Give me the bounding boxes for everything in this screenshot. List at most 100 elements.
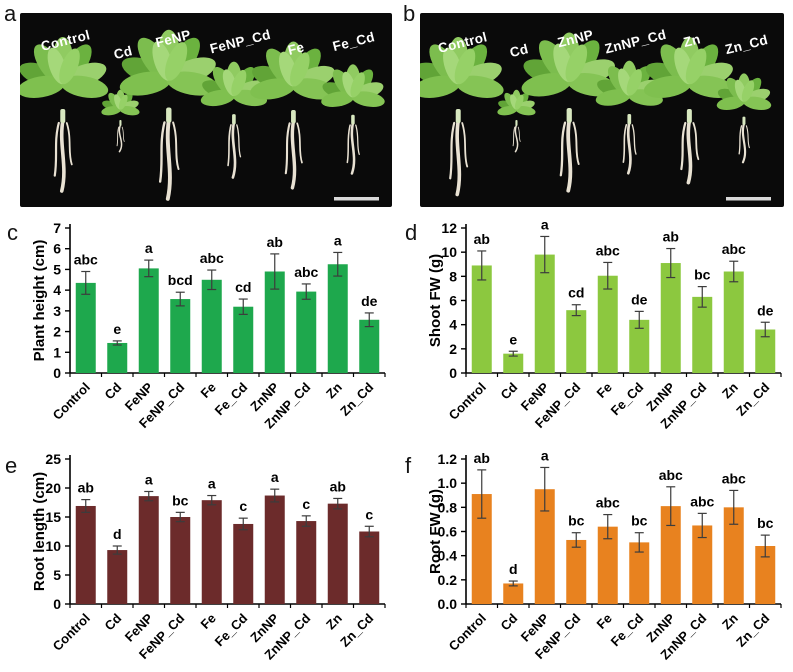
plant-leaf <box>101 106 122 116</box>
plant-leaf <box>164 42 188 81</box>
bar-group: d Cd <box>498 561 524 633</box>
sig-letter: a <box>208 476 216 492</box>
scale-bar <box>726 197 771 201</box>
bar <box>597 526 618 604</box>
x-tick-label: Control <box>446 380 489 423</box>
plant-stem <box>60 109 66 123</box>
y-tick-label: 0 <box>53 596 61 612</box>
x-tick-label: Control <box>446 611 489 654</box>
plant-stem <box>627 113 632 125</box>
plant-leaf <box>231 69 247 97</box>
sig-letter: a <box>541 447 549 463</box>
plant-leaf <box>626 69 642 96</box>
sig-letter: a <box>334 232 342 248</box>
x-tick-label: Zn_Cd <box>733 610 772 649</box>
plant-leaf <box>290 52 310 87</box>
bar <box>233 523 254 604</box>
sig-letter: bc <box>757 515 774 531</box>
sig-letter: ab <box>663 229 679 245</box>
sig-letter: abc <box>74 252 98 268</box>
bar <box>75 505 96 604</box>
sig-letter: ab <box>474 231 490 247</box>
plant-leaf <box>118 94 128 110</box>
bar <box>597 275 618 373</box>
bar <box>327 264 348 373</box>
chart-svg: Root length (cm)0510152025abControldCdaF… <box>31 451 386 662</box>
bar <box>170 299 191 373</box>
y-tick-label: 4 <box>449 317 457 333</box>
sig-letter: c <box>302 496 310 512</box>
scale-bar <box>334 197 379 201</box>
plant-root <box>514 124 519 153</box>
y-tick-label: 7 <box>53 220 61 236</box>
plant-leaf <box>515 106 536 116</box>
y-tick-label: 0.2 <box>438 572 458 588</box>
panel-b-photo-zn: b Control Cd ZnNP ZnNP_Cd Zn Zn_Cd <box>396 0 793 210</box>
plant-root <box>165 118 172 201</box>
bar <box>201 279 222 373</box>
bar <box>264 495 285 604</box>
plant-root <box>284 122 291 175</box>
sig-letter: bcd <box>168 272 193 288</box>
bar <box>503 583 524 604</box>
bar-group: abc Fe <box>594 495 620 632</box>
plant <box>119 29 218 201</box>
bar-group: abc Fe <box>594 242 620 400</box>
y-tick-label: 1.0 <box>438 475 458 491</box>
sig-letter: de <box>631 291 648 307</box>
plant-leaf <box>497 106 518 116</box>
plant-root <box>517 126 521 142</box>
bar <box>692 296 713 373</box>
sig-letter: abc <box>294 264 318 280</box>
y-tick-label: 0.0 <box>438 596 458 612</box>
bar <box>629 319 650 373</box>
y-axis-title: Plant height (cm) <box>31 240 48 362</box>
bar <box>233 306 254 373</box>
y-tick-label: 5 <box>53 261 61 277</box>
sig-letter: e <box>509 331 517 347</box>
panel-e-root-length-chart: e Root length (cm) 0 5 10 15 20 25 ab Control d Cd… <box>0 441 396 672</box>
sig-letter: bc <box>631 513 648 529</box>
plant <box>420 37 504 197</box>
plant-root <box>350 121 356 175</box>
x-tick-label: Fe <box>594 380 615 401</box>
plant-leaf <box>250 78 296 100</box>
sig-letter: ab <box>78 480 94 496</box>
plant-stem <box>686 109 692 123</box>
bar <box>296 521 317 604</box>
y-tick-label: 20 <box>45 480 61 496</box>
y-tick-label: 10 <box>45 538 61 554</box>
y-tick-label: 25 <box>45 451 61 467</box>
plant-label: Cd <box>112 43 134 62</box>
x-tick-label: Control <box>50 611 93 654</box>
photo-zn-treatments: Control Cd ZnNP ZnNP_Cd Zn Zn_Cd <box>420 13 784 207</box>
y-tick-label: 2 <box>449 341 457 357</box>
plant-height-bar-chart: Plant height (cm) 0 1 2 3 4 5 6 7 abc Control e Cd a F… <box>0 210 396 441</box>
plant-leaf <box>742 96 772 110</box>
plant-leaf <box>60 75 109 98</box>
plant-leaf <box>20 75 65 98</box>
x-tick-label: Zn_Cd <box>337 379 376 418</box>
plant-stem <box>566 108 572 123</box>
panel-letter-c: c <box>7 220 18 245</box>
plant-root <box>680 121 687 171</box>
sig-letter: c <box>365 506 373 522</box>
bar <box>359 319 380 373</box>
y-tick-label: 3 <box>53 303 61 319</box>
x-tick-label: Zn <box>323 610 345 632</box>
sig-letter: a <box>271 469 279 485</box>
plant-root <box>572 121 580 165</box>
y-tick-label: 6 <box>449 293 457 309</box>
x-tick-label: Cd <box>498 379 521 402</box>
sig-letter: c <box>239 498 247 514</box>
plant-leaf <box>716 96 746 110</box>
bar <box>107 550 128 604</box>
sig-letter: abc <box>596 242 620 258</box>
plant-root <box>59 119 66 193</box>
x-tick-label: Control <box>50 380 93 423</box>
plant-leaf <box>454 48 476 85</box>
plant-root <box>158 121 166 183</box>
y-axis-title: Root FW (g) <box>427 489 444 574</box>
